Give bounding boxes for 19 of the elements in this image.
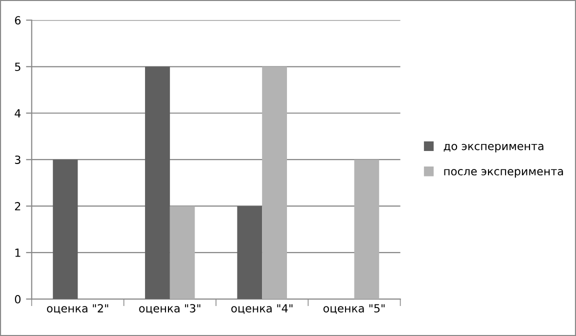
y-tick-label: 4 <box>14 109 21 118</box>
bar <box>354 160 380 300</box>
bar <box>237 206 262 300</box>
x-tick-label: оценка "4" <box>231 304 292 314</box>
bar <box>145 66 170 300</box>
x-tick-label: оценка "3" <box>139 304 200 314</box>
bar <box>170 206 195 300</box>
x-tick-label: оценка "5" <box>323 304 385 314</box>
y-tick-label: 3 <box>15 156 20 164</box>
y-tick-label: 0 <box>14 295 21 304</box>
bar <box>52 160 78 300</box>
x-tick-label: оценка "2" <box>46 304 108 314</box>
bar <box>262 66 287 300</box>
legend-label: до эксперимента <box>444 144 544 152</box>
y-tick-label: 5 <box>15 62 20 72</box>
y-tick-label: 1 <box>15 248 20 257</box>
y-tick-label: 2 <box>15 202 20 210</box>
y-tick-label: 6 <box>14 16 21 25</box>
legend-label: после эксперимента <box>444 169 563 178</box>
